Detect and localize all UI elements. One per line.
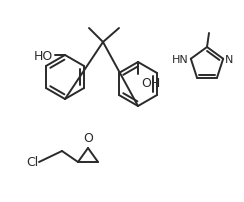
Text: HO: HO — [34, 49, 53, 62]
Text: Cl: Cl — [26, 156, 38, 169]
Text: N: N — [225, 55, 234, 64]
Text: OH: OH — [141, 77, 160, 89]
Text: O: O — [83, 131, 93, 144]
Text: HN: HN — [172, 55, 189, 64]
